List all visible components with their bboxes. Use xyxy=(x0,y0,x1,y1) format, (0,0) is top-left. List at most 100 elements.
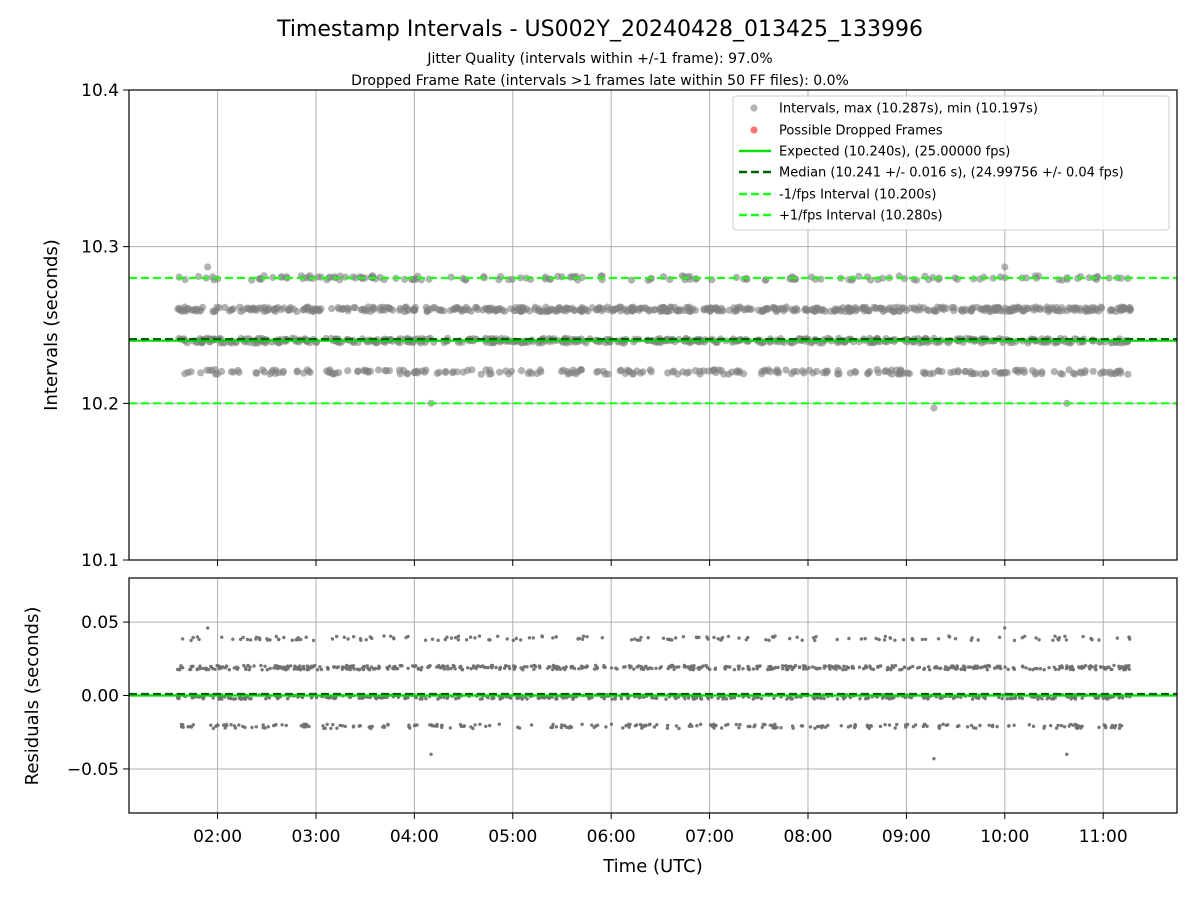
residual-point xyxy=(788,636,792,641)
interval-point xyxy=(510,307,519,315)
interval-point xyxy=(873,366,881,374)
interval-point xyxy=(204,263,212,271)
residual-point xyxy=(729,696,733,700)
interval-point xyxy=(519,304,527,312)
residual-point xyxy=(1005,697,1009,701)
interval-point xyxy=(293,368,301,376)
interval-point xyxy=(1073,305,1081,313)
x-tick-label: 06:00 xyxy=(587,827,636,847)
residual-point xyxy=(970,697,975,701)
residual-point xyxy=(1064,638,1069,642)
residual-point xyxy=(699,722,703,726)
interval-point xyxy=(507,367,515,375)
interval-point xyxy=(864,369,873,377)
interval-point xyxy=(774,368,782,376)
residual-point xyxy=(1042,668,1046,672)
residual-point xyxy=(1012,638,1017,643)
residual-point xyxy=(1073,722,1078,727)
interval-point xyxy=(537,307,545,315)
interval-point xyxy=(1058,304,1066,312)
residual-point xyxy=(1054,726,1059,730)
interval-point xyxy=(572,370,580,378)
interval-point xyxy=(1117,274,1125,282)
residual-point xyxy=(285,697,290,701)
residual-point xyxy=(979,666,983,670)
residual-point xyxy=(706,697,711,701)
residual-point xyxy=(780,664,785,668)
interval-points xyxy=(174,263,1134,412)
residual-point xyxy=(263,726,267,730)
residual-point xyxy=(369,665,374,669)
residual-point xyxy=(227,668,231,672)
interval-point xyxy=(474,305,482,314)
residual-point xyxy=(471,664,476,668)
interval-point xyxy=(904,369,912,377)
residual-point xyxy=(370,636,374,641)
residual-point xyxy=(435,665,439,669)
residual-point xyxy=(655,723,659,727)
interval-point xyxy=(699,367,708,375)
residual-point xyxy=(581,665,585,669)
residual-point xyxy=(352,635,356,639)
residual-point xyxy=(691,668,695,672)
residual-point xyxy=(1090,665,1094,669)
residual-point xyxy=(496,634,500,638)
residual-point xyxy=(604,725,608,729)
residual-point xyxy=(527,636,532,640)
residual-point xyxy=(627,725,631,729)
residual-point xyxy=(1097,638,1101,642)
residual-point xyxy=(787,665,791,669)
interval-point xyxy=(792,275,800,283)
residual-point xyxy=(760,725,764,729)
residual-point xyxy=(224,664,229,668)
interval-point xyxy=(1038,370,1046,378)
interval-point xyxy=(496,368,504,376)
interval-point xyxy=(409,275,417,283)
residual-point xyxy=(364,638,368,642)
residual-point xyxy=(850,664,855,669)
interval-point xyxy=(645,307,653,315)
interval-point xyxy=(215,304,223,312)
residual-point xyxy=(274,634,278,639)
residual-point xyxy=(972,726,976,730)
interval-point xyxy=(712,304,720,312)
interval-point xyxy=(209,307,217,315)
residual-point xyxy=(304,635,308,639)
residual-point xyxy=(348,667,352,672)
residual-point xyxy=(376,666,381,671)
residual-point xyxy=(488,638,492,642)
residual-point xyxy=(768,723,772,727)
interval-point xyxy=(269,273,277,282)
interval-point xyxy=(274,369,283,377)
interval-point xyxy=(410,306,418,314)
residual-point xyxy=(886,665,890,670)
residual-point xyxy=(639,635,643,640)
residual-point xyxy=(734,722,738,727)
residual-point xyxy=(697,667,701,671)
residual-point xyxy=(1090,638,1094,642)
residual-point xyxy=(232,697,236,701)
interval-point xyxy=(983,305,991,313)
residual-point xyxy=(569,665,573,669)
residual-point xyxy=(311,638,316,643)
residual-point xyxy=(590,723,594,727)
interval-point xyxy=(757,307,766,316)
residual-point xyxy=(501,696,505,700)
residual-point xyxy=(245,637,250,642)
residual-point xyxy=(1060,665,1065,670)
residual-point xyxy=(887,697,892,701)
residual-point xyxy=(399,664,404,668)
legend-label: Possible Dropped Frames xyxy=(779,124,943,139)
residual-point xyxy=(442,664,446,669)
interval-point xyxy=(1021,304,1029,312)
residual-point xyxy=(736,664,741,668)
x-axis-label: Time (UTC) xyxy=(602,856,703,877)
residual-point xyxy=(559,725,564,730)
interval-point xyxy=(870,304,878,312)
interval-point xyxy=(805,366,814,374)
residual-point xyxy=(716,637,720,641)
residual-point xyxy=(995,664,1000,668)
residual-point xyxy=(667,664,671,669)
residual-point xyxy=(1063,634,1067,638)
residual-point xyxy=(712,726,716,730)
